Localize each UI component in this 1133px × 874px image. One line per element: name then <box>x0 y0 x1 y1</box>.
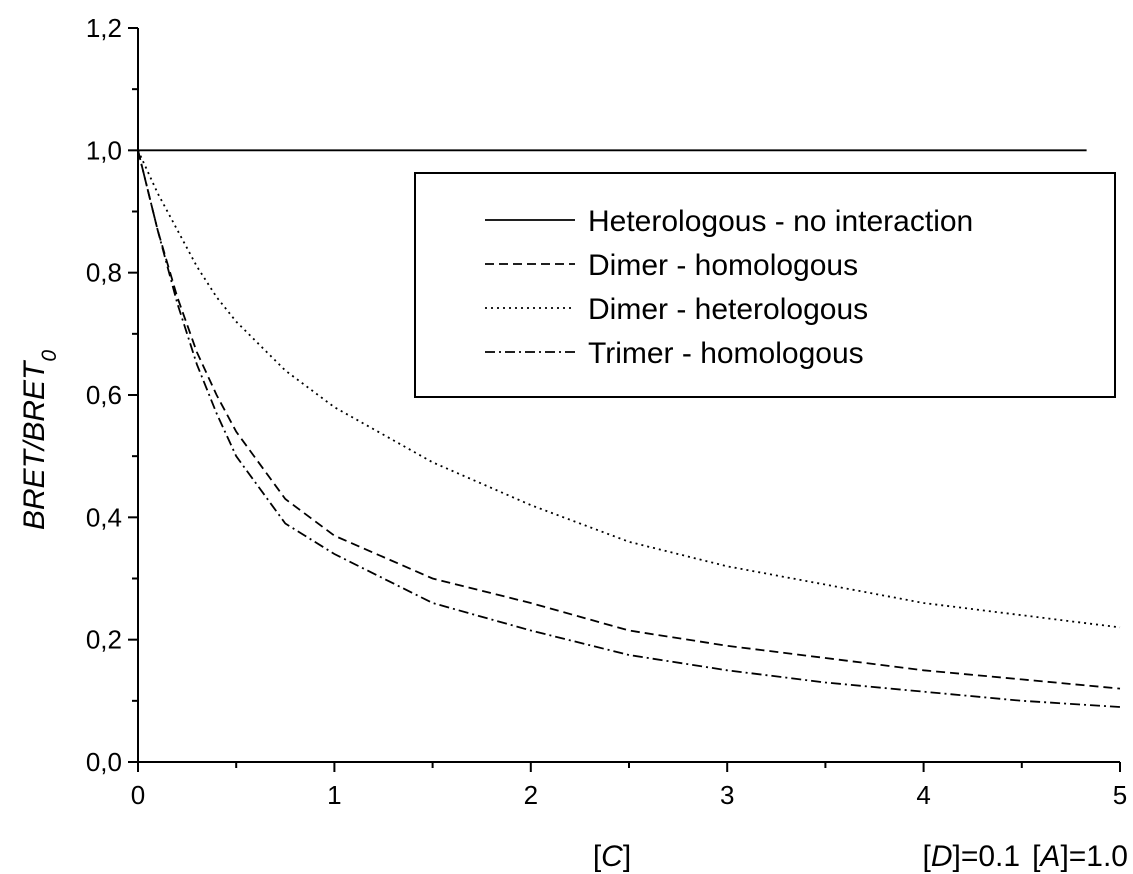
series-line-2 <box>137 150 1121 690</box>
legend-label: Heterologous - no interaction <box>588 205 973 238</box>
y-tick-label: 0,8 <box>86 258 122 288</box>
x-tick-label: 4 <box>916 780 930 810</box>
series-line-4 <box>137 150 1121 708</box>
legend: Heterologous - no interaction Dimer - hom… <box>414 172 1116 398</box>
y-axis-title: BRET/BRET0 <box>18 350 61 530</box>
x-axis-title: [C] <box>593 840 631 873</box>
x-tick-label: 5 <box>1113 780 1127 810</box>
series-layer <box>137 149 1121 708</box>
y-tick-label: 1,2 <box>86 13 122 43</box>
y-tick-label: 0,4 <box>86 502 122 532</box>
x-tick-label: 2 <box>524 780 538 810</box>
x-tick-label: 0 <box>131 780 145 810</box>
legend-items: Heterologous - no interaction Dimer - hom… <box>485 205 973 370</box>
series-line-3 <box>137 149 1121 629</box>
y-tick-label: 1,0 <box>86 135 122 165</box>
x-tick-label: 3 <box>720 780 734 810</box>
y-tick-label: 0,2 <box>86 625 122 655</box>
axes: 0 1 2 3 4 5 0,0 0,2 0,4 0,6 0,8 1,0 1,2 <box>86 13 1127 810</box>
legend-label: Dimer - homologous <box>588 249 858 282</box>
x-tick-label: 1 <box>327 780 341 810</box>
y-tick-label: 0,6 <box>86 380 122 410</box>
y-tick-label: 0,0 <box>86 747 122 777</box>
concentration-annotation: [D]=0.1 [A]=1.0 <box>923 840 1129 873</box>
legend-box <box>414 172 1116 398</box>
legend-label: Trimer - homologous <box>588 337 864 370</box>
legend-label: Dimer - heterologous <box>588 293 868 326</box>
